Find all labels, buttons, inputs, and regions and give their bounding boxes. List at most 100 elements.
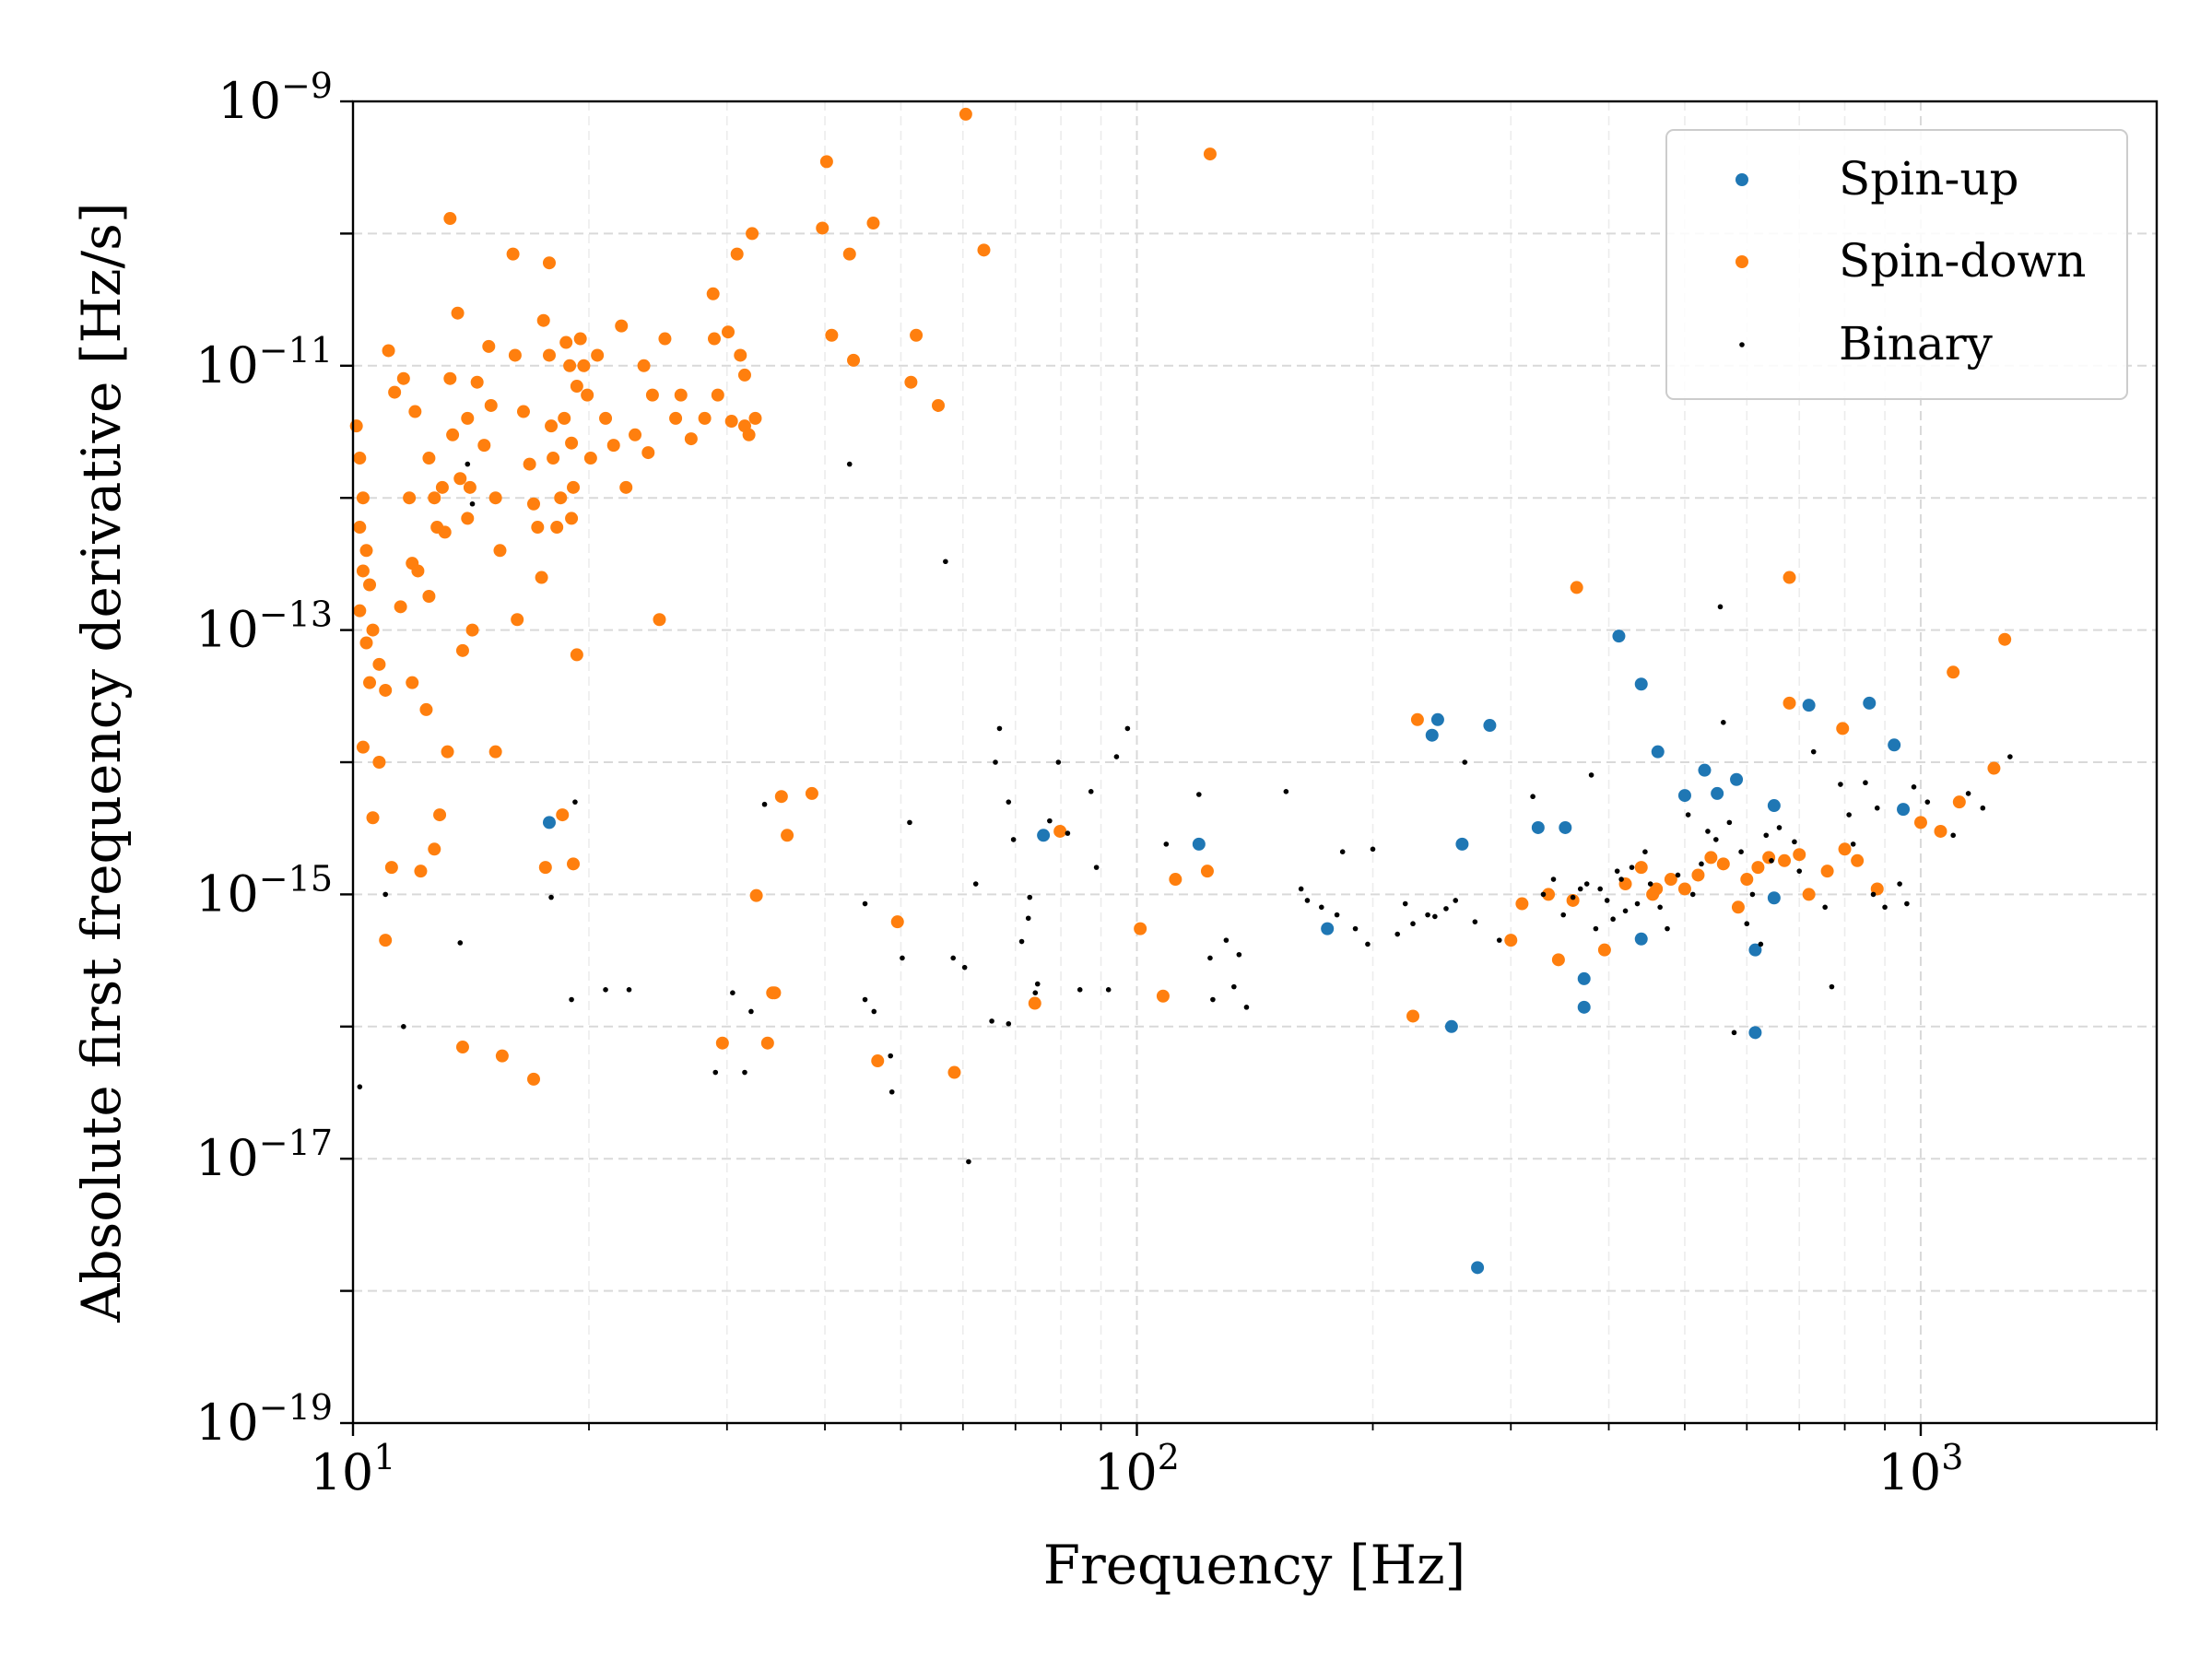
spin-down-point	[563, 359, 577, 372]
spin-down-point	[488, 745, 502, 759]
spin-down-point	[419, 702, 433, 716]
spin-down-point	[1156, 989, 1170, 1003]
spin-down-point	[470, 375, 484, 389]
binary-point	[1047, 818, 1053, 824]
spin-down-point	[353, 604, 367, 618]
binary-point	[972, 881, 979, 887]
binary-point	[1838, 782, 1843, 787]
spin-down-point	[1551, 953, 1565, 967]
y-tick-label: 10−19	[195, 1387, 333, 1452]
spin-down-point	[356, 740, 370, 754]
spin-down-point	[463, 480, 477, 494]
x-tick-label: 101	[311, 1437, 396, 1501]
spin-down-point	[774, 790, 788, 804]
spin-down-point	[567, 480, 581, 494]
binary-point	[1731, 1030, 1737, 1036]
binary-point	[950, 955, 956, 961]
binary-point	[996, 725, 1003, 732]
spin-down-point	[730, 247, 744, 261]
binary-point	[1583, 881, 1590, 887]
binary-point	[1629, 865, 1635, 870]
spin-down-point	[422, 452, 436, 465]
spin-up-point	[1711, 786, 1724, 800]
spin-down-point	[1934, 824, 1947, 838]
spin-down-point	[737, 368, 751, 382]
spin-down-point	[443, 212, 457, 226]
spin-up-point	[1888, 738, 1901, 752]
binary-point	[1432, 913, 1438, 920]
spin-down-point	[1542, 888, 1556, 901]
spin-down-point	[366, 811, 380, 825]
binary-point	[961, 964, 968, 971]
binary-point	[626, 987, 632, 993]
spin-down-point	[1410, 712, 1424, 726]
spin-down-point	[422, 589, 436, 603]
binary-point	[907, 819, 912, 826]
spin-down-point	[567, 857, 581, 871]
spin-down-point	[379, 683, 393, 697]
binary-point	[1453, 898, 1459, 903]
binary-point	[1243, 1005, 1250, 1010]
binary-point	[1685, 812, 1691, 818]
spin-down-point	[1802, 888, 1816, 901]
spin-down-point	[438, 525, 452, 539]
binary-point	[1588, 772, 1594, 778]
binary-point	[1965, 791, 1971, 796]
spin-down-point	[446, 428, 460, 441]
spin-down-point	[573, 332, 587, 346]
axis-ticks: 101 102 103 10−9 10−11 10−13 10−15 10−17 10−19	[195, 65, 2158, 1501]
spin-up-point	[1677, 789, 1691, 803]
spin-down-point	[1998, 632, 2012, 646]
spin-down-point	[349, 419, 363, 433]
spin-down-point	[565, 512, 579, 525]
spin-down-point	[816, 221, 830, 235]
spin-down-point	[1597, 943, 1611, 957]
spin-down-point	[1820, 865, 1834, 878]
spin-down-point	[619, 480, 633, 494]
binary-point	[871, 1008, 877, 1015]
spin-down-point	[428, 491, 441, 505]
spin-down-point	[748, 411, 762, 425]
spin-down-point	[506, 247, 520, 261]
binary-point	[1829, 983, 1835, 990]
spin-down-point	[408, 405, 422, 418]
spin-up-point	[1577, 1000, 1591, 1014]
spin-down-point	[615, 319, 629, 333]
spin-up-point	[1612, 629, 1626, 643]
spin-down-point	[556, 808, 570, 822]
binary-point	[1334, 912, 1340, 918]
binary-point	[900, 955, 905, 961]
binary-point	[457, 940, 464, 946]
spin-down-point	[606, 439, 620, 453]
spin-down-point	[977, 243, 991, 257]
binary-point	[1622, 908, 1629, 914]
spin-up-point	[1037, 829, 1051, 842]
spin-down-point	[531, 521, 545, 535]
binary-point	[1065, 830, 1071, 836]
spin-down-point	[658, 332, 672, 346]
binary-point	[1530, 794, 1535, 800]
binary-point	[1610, 916, 1616, 923]
spin-up-point	[1192, 837, 1206, 851]
spin-up-point	[1430, 712, 1444, 726]
binary-point	[1850, 841, 1856, 847]
binary-point	[1642, 849, 1648, 854]
binary-point	[1298, 886, 1304, 892]
spin-down-point	[707, 332, 721, 346]
spin-down-point	[353, 452, 367, 465]
binary-point	[469, 500, 476, 507]
spin-down-point	[847, 353, 861, 367]
spin-down-point	[484, 398, 498, 412]
binary-point	[465, 461, 471, 467]
binary-point	[382, 891, 389, 898]
spin-down-point	[1716, 857, 1730, 871]
spin-down-point	[781, 829, 794, 842]
binary-point	[1055, 759, 1062, 765]
spin-down-point	[629, 428, 642, 441]
binary-point	[1006, 799, 1012, 805]
spin-down-point	[669, 411, 683, 425]
y-tick-label: 10−13	[195, 594, 333, 659]
spin-up-point	[1531, 820, 1545, 834]
binary-point	[943, 559, 948, 565]
binary-point	[1758, 941, 1764, 947]
